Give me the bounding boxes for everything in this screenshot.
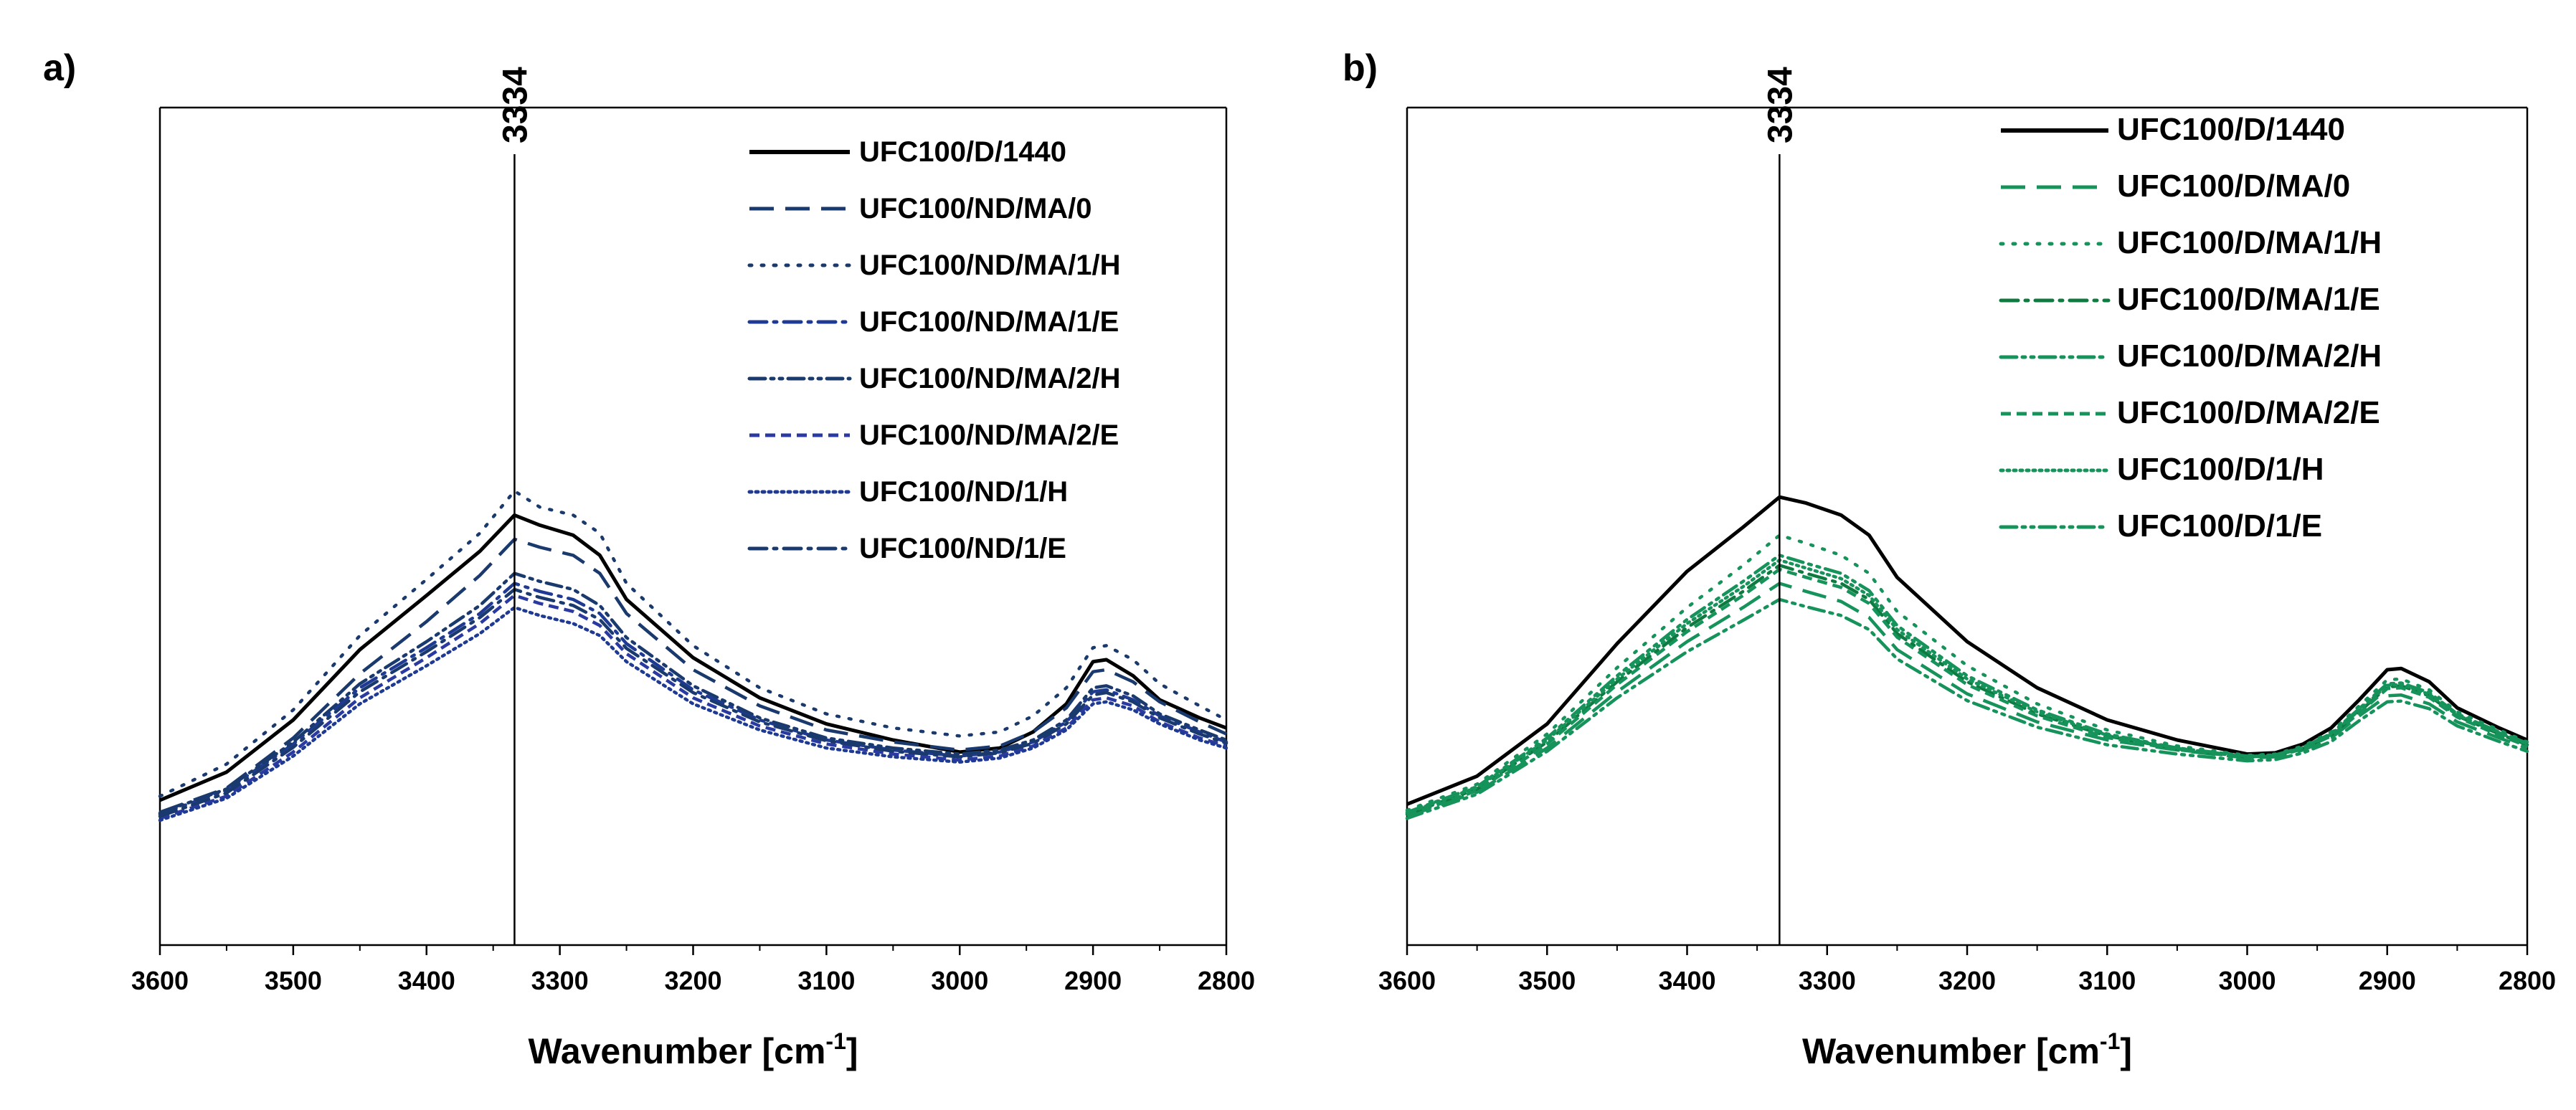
legend-label-ufc100-d-ma-1-e: UFC100/D/MA/1/E <box>2117 282 2380 317</box>
x-tick-label-3400: 3400 <box>1658 966 1715 995</box>
series-line-ufc100-nd-ma-2-e <box>159 594 1227 820</box>
annotation-label-3334: 3334 <box>496 67 534 143</box>
x-tick-label-3200: 3200 <box>1938 966 1996 995</box>
x-tick-label-3600: 3600 <box>131 966 189 995</box>
x-tick-label-3100: 3100 <box>2078 966 2136 995</box>
chart-panel-a: 3600 3500 3400 3300 3200 3100 3000 2900 2800 Wave… <box>131 67 1255 1071</box>
panel-b-label: b) <box>1343 47 1378 89</box>
legend-label-ufc100-d-ma-1-h: UFC100/D/MA/1/H <box>2117 225 2382 260</box>
x-tick-label-3300: 3300 <box>531 966 589 995</box>
series-line-ufc100-d-1440 <box>159 513 1227 802</box>
legend-label-ufc100-d-1-h: UFC100/D/1/H <box>2117 452 2324 487</box>
series-line-ufc100-d-ma-2-e <box>1406 567 2528 817</box>
series-line-ufc100-d-1-h <box>1405 558 2529 815</box>
series-line-ufc100-nd-ma-2-h <box>158 571 1228 815</box>
legend-label-ufc100-nd-ma-2-e: UFC100/ND/MA/2/E <box>859 419 1119 451</box>
annotation-label-3334: 3334 <box>1761 67 1799 143</box>
x-axis-label: Wavenumber [cm-1] <box>528 1028 858 1071</box>
series-line-ufc100-d-1440 <box>1406 495 2528 806</box>
legend-label-ufc100-nd-ma-1-h: UFC100/ND/MA/1/H <box>859 250 1121 281</box>
x-tick-label-2800: 2800 <box>1198 966 1255 995</box>
x-tick-label-3000: 3000 <box>931 966 988 995</box>
series-line-ufc100-d-ma-0 <box>1406 582 2528 818</box>
x-tick-label-3200: 3200 <box>664 966 721 995</box>
series-line-ufc100-nd-1-e <box>158 587 1228 818</box>
x-tick-label-3500: 3500 <box>1518 966 1576 995</box>
series-line-ufc100-nd-ma-1-h <box>158 489 1228 798</box>
panel-a-label: a) <box>43 47 76 89</box>
x-tick-label-3600: 3600 <box>1378 966 1436 995</box>
legend-label-ufc100-d-ma-2-e: UFC100/D/MA/2/E <box>2117 395 2380 430</box>
legend-label-ufc100-nd-ma-1-e: UFC100/ND/MA/1/E <box>859 306 1119 338</box>
x-tick-label-2900: 2900 <box>2359 966 2416 995</box>
legend-label-ufc100-nd-ma-2-h: UFC100/ND/MA/2/H <box>859 363 1121 394</box>
x-tick-label-3400: 3400 <box>398 966 455 995</box>
legend-label-ufc100-nd-1-h: UFC100/ND/1/H <box>859 476 1068 508</box>
series-line-ufc100-d-1-e <box>1405 597 2529 820</box>
legend-label-ufc100-d-1-e: UFC100/D/1/E <box>2117 508 2322 544</box>
legend-label-ufc100-d-ma-2-h: UFC100/D/MA/2/H <box>2117 338 2382 374</box>
x-tick-label-3000: 3000 <box>2218 966 2276 995</box>
x-axis-label: Wavenumber [cm-1] <box>1802 1028 2132 1071</box>
series-line-ufc100-nd-ma-1-e <box>158 582 1228 816</box>
x-tick-label-3100: 3100 <box>797 966 855 995</box>
x-tick-label-2900: 2900 <box>1064 966 1122 995</box>
legend-label-ufc100-d-ma-0: UFC100/D/MA/0 <box>2117 169 2350 204</box>
x-tick-label-3300: 3300 <box>1799 966 1856 995</box>
legend-label-ufc100-d-1440: UFC100/D/1440 <box>2117 112 2345 147</box>
series-line-ufc100-d-ma-2-h <box>1405 554 2529 815</box>
series-line-ufc100-nd-1-h <box>158 605 1228 822</box>
x-tick-label-2800: 2800 <box>2499 966 2556 995</box>
series-line-ufc100-nd-ma-0 <box>159 537 1227 814</box>
x-tick-label-3500: 3500 <box>265 966 322 995</box>
legend-label-ufc100-d-1440: UFC100/D/1440 <box>859 136 1066 168</box>
chart-panel-b: 3600 3500 3400 3300 3200 3100 3000 2900 2800 Wave… <box>1378 67 2556 1071</box>
legend-label-ufc100-nd-ma-0: UFC100/ND/MA/0 <box>859 193 1092 224</box>
series-line-ufc100-d-ma-1-h <box>1405 533 2529 812</box>
legend-label-ufc100-nd-1-e: UFC100/ND/1/E <box>859 533 1066 564</box>
